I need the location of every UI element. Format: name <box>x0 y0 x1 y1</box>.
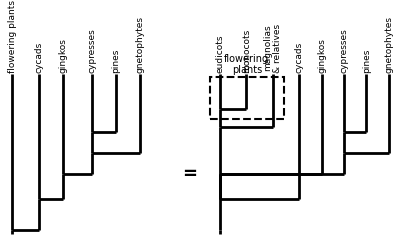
Text: eudicots: eudicots <box>215 34 224 73</box>
Text: flowering
plants: flowering plants <box>224 54 269 75</box>
Text: gingkos: gingkos <box>59 38 68 73</box>
Text: cypresses: cypresses <box>339 28 348 73</box>
Text: =: = <box>182 165 197 183</box>
Text: pines: pines <box>112 48 120 73</box>
Text: cycads: cycads <box>34 41 43 73</box>
Text: magnolias
& relatives: magnolias & relatives <box>263 23 282 73</box>
Text: gingkos: gingkos <box>317 38 326 73</box>
Text: flowering plants: flowering plants <box>8 0 17 73</box>
Text: cypresses: cypresses <box>87 28 96 73</box>
Bar <box>210 77 284 119</box>
Text: pines: pines <box>362 48 371 73</box>
Text: gnetophytes: gnetophytes <box>136 16 145 73</box>
Text: gnetophytes: gnetophytes <box>384 16 393 73</box>
Text: cycads: cycads <box>295 41 304 73</box>
Text: monocots: monocots <box>242 28 251 73</box>
